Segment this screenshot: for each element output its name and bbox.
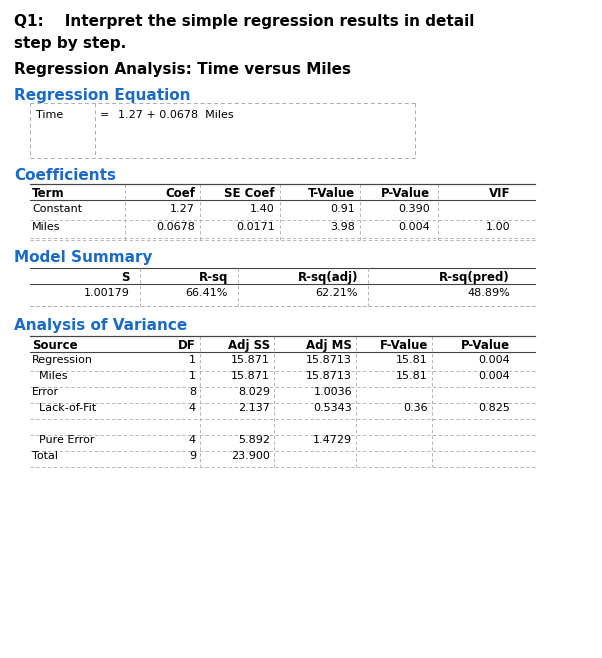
Text: 3.98: 3.98 xyxy=(330,222,355,232)
Text: 0.0171: 0.0171 xyxy=(236,222,275,232)
Text: 15.8713: 15.8713 xyxy=(306,371,352,381)
Text: 1.00: 1.00 xyxy=(485,222,510,232)
Text: 8.029: 8.029 xyxy=(238,387,270,397)
Text: Regression Analysis: Time versus Miles: Regression Analysis: Time versus Miles xyxy=(14,62,351,77)
Text: 15.81: 15.81 xyxy=(396,355,428,365)
Text: Time: Time xyxy=(36,110,63,120)
Text: Regression: Regression xyxy=(32,355,93,365)
Text: R-sq(adj): R-sq(adj) xyxy=(297,271,358,284)
Text: Miles: Miles xyxy=(32,222,60,232)
Text: Total: Total xyxy=(32,451,58,461)
Text: P-Value: P-Value xyxy=(381,187,430,200)
Text: 1: 1 xyxy=(189,371,196,381)
Text: Adj SS: Adj SS xyxy=(228,339,270,352)
Text: 1.4729: 1.4729 xyxy=(313,435,352,445)
Text: 0.36: 0.36 xyxy=(403,403,428,413)
Text: 0.5343: 0.5343 xyxy=(313,403,352,413)
Text: Coef: Coef xyxy=(165,187,195,200)
Text: 9: 9 xyxy=(189,451,196,461)
Text: 0.390: 0.390 xyxy=(399,204,430,214)
Text: Adj MS: Adj MS xyxy=(306,339,352,352)
Text: SE Coef: SE Coef xyxy=(225,187,275,200)
Text: 1.27 + 0.0678  Miles: 1.27 + 0.0678 Miles xyxy=(118,110,234,120)
Text: Error: Error xyxy=(32,387,59,397)
Text: =: = xyxy=(100,110,110,120)
Text: 0.91: 0.91 xyxy=(330,204,355,214)
Text: 15.81: 15.81 xyxy=(396,371,428,381)
Text: Source: Source xyxy=(32,339,78,352)
Text: Model Summary: Model Summary xyxy=(14,250,152,265)
Text: 5.892: 5.892 xyxy=(238,435,270,445)
Text: Coefficients: Coefficients xyxy=(14,168,116,183)
Text: 0.004: 0.004 xyxy=(478,371,510,381)
Text: Pure Error: Pure Error xyxy=(32,435,95,445)
Text: Q1:    Interpret the simple regression results in detail: Q1: Interpret the simple regression resu… xyxy=(14,14,474,29)
Text: Miles: Miles xyxy=(32,371,67,381)
Text: 0.004: 0.004 xyxy=(399,222,430,232)
Text: 15.8713: 15.8713 xyxy=(306,355,352,365)
Text: VIF: VIF xyxy=(488,187,510,200)
Text: 8: 8 xyxy=(189,387,196,397)
Text: 1: 1 xyxy=(189,355,196,365)
Text: 15.871: 15.871 xyxy=(231,371,270,381)
Text: 4: 4 xyxy=(189,435,196,445)
Text: DF: DF xyxy=(178,339,196,352)
Text: R-sq: R-sq xyxy=(199,271,228,284)
Text: P-Value: P-Value xyxy=(461,339,510,352)
Text: T-Value: T-Value xyxy=(308,187,355,200)
Text: 0.825: 0.825 xyxy=(478,403,510,413)
Text: Regression Equation: Regression Equation xyxy=(14,88,190,103)
Text: 1.0036: 1.0036 xyxy=(314,387,352,397)
Text: step by step.: step by step. xyxy=(14,36,126,51)
Text: 1.40: 1.40 xyxy=(250,204,275,214)
Text: 15.871: 15.871 xyxy=(231,355,270,365)
Text: Term: Term xyxy=(32,187,64,200)
Text: 62.21%: 62.21% xyxy=(315,288,358,298)
Text: Lack-of-Fit: Lack-of-Fit xyxy=(32,403,96,413)
Text: 0.004: 0.004 xyxy=(478,355,510,365)
Text: 1.00179: 1.00179 xyxy=(84,288,130,298)
Text: S: S xyxy=(122,271,130,284)
Text: Constant: Constant xyxy=(32,204,82,214)
Text: 66.41%: 66.41% xyxy=(185,288,228,298)
Text: 48.89%: 48.89% xyxy=(467,288,510,298)
Text: F-Value: F-Value xyxy=(380,339,428,352)
Text: 4: 4 xyxy=(189,403,196,413)
Text: 1.27: 1.27 xyxy=(170,204,195,214)
Text: 2.137: 2.137 xyxy=(238,403,270,413)
Text: 0.0678: 0.0678 xyxy=(156,222,195,232)
Text: Analysis of Variance: Analysis of Variance xyxy=(14,318,187,333)
Text: R-sq(pred): R-sq(pred) xyxy=(439,271,510,284)
Text: 23.900: 23.900 xyxy=(231,451,270,461)
